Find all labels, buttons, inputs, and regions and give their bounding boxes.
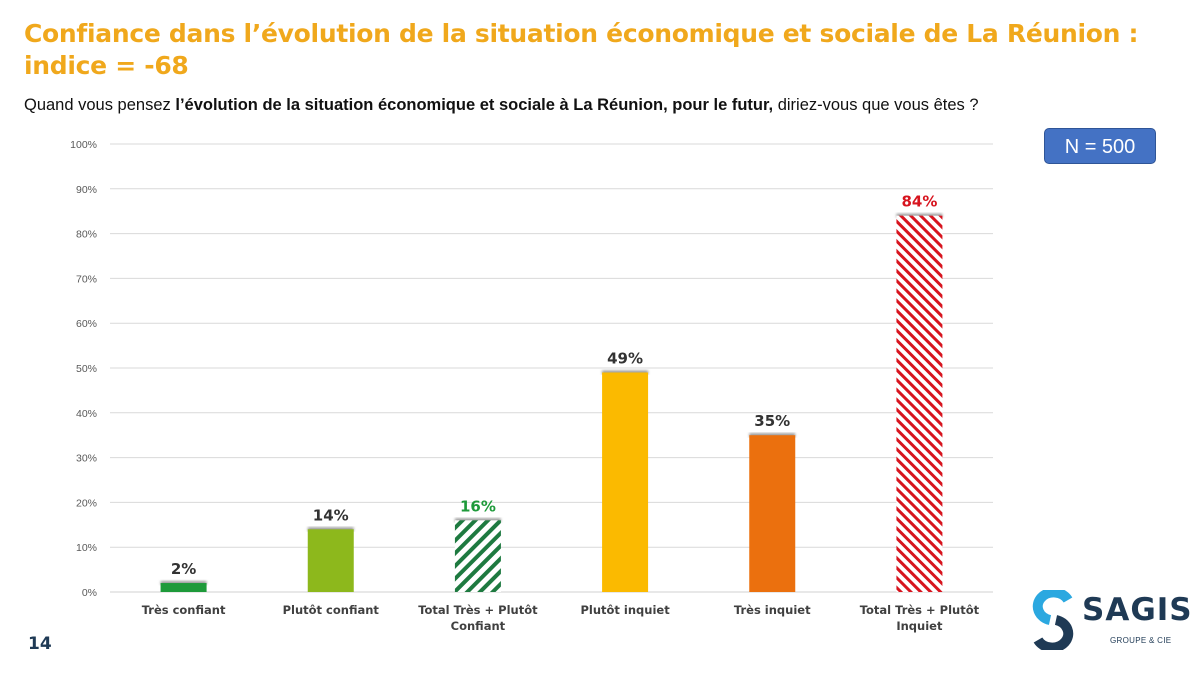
x-category-label: Très confiant <box>142 603 226 617</box>
x-category-label: Plutôt confiant <box>283 603 380 617</box>
y-tick-label: 10% <box>76 542 97 554</box>
bar <box>602 372 649 592</box>
bar <box>307 529 354 592</box>
bar <box>749 435 796 592</box>
y-tick-label: 80% <box>76 229 97 241</box>
data-label: 16% <box>460 497 496 515</box>
x-category-line: Inquiet <box>896 619 943 633</box>
logo-name: SAGIS <box>1082 592 1193 628</box>
x-category-line: Plutôt inquiet <box>580 603 670 617</box>
question-start: Quand vous pensez <box>24 96 176 114</box>
data-label: 84% <box>901 193 937 211</box>
x-axis-categories: Très confiant Plutôt confiant Total Très +… <box>142 603 980 633</box>
x-category-line: Confiant <box>451 619 506 633</box>
data-label: 49% <box>607 349 643 367</box>
bar <box>160 583 207 592</box>
y-tick-label: 50% <box>76 363 97 375</box>
y-tick-label: 40% <box>76 408 97 420</box>
logo-subtitle: GROUPE & CIE <box>1110 636 1172 645</box>
x-category-line: Plutôt confiant <box>283 603 380 617</box>
page-number: 14 <box>28 634 52 654</box>
x-category-label: Total Très + Plutôt Confiant <box>418 603 538 633</box>
y-tick-label: 100% <box>70 139 97 151</box>
sagis-logo: SAGIS GROUPE & CIE <box>1028 590 1192 650</box>
data-label: 14% <box>313 506 349 524</box>
question-bold: l’évolution de la situation économique e… <box>175 96 774 114</box>
gridlines <box>110 143 993 593</box>
y-tick-label: 90% <box>76 184 97 196</box>
survey-question: Quand vous pensez l’évolution de la situ… <box>24 96 979 115</box>
question-end: diriez-vous que vous êtes ? <box>773 96 979 114</box>
y-tick-label: 70% <box>76 273 97 285</box>
data-labels: 2% 14% 16% 49% 35% 84% <box>171 193 938 578</box>
x-category-line: Total Très + Plutôt <box>860 603 980 617</box>
y-axis-ticks: 0% 10% 20% 30% 40% 50% 60% 70% 80% 90% 100% <box>70 139 97 599</box>
y-tick-label: 30% <box>76 453 97 465</box>
y-tick-label: 0% <box>82 587 97 599</box>
y-tick-label: 60% <box>76 318 97 330</box>
x-category-label: Plutôt inquiet <box>580 603 670 617</box>
page-title: Confiance dans l’évolution de la situati… <box>24 19 1139 80</box>
data-label: 35% <box>754 412 790 430</box>
bars <box>160 213 943 592</box>
x-category-line: Très confiant <box>142 603 226 617</box>
data-label: 2% <box>171 560 196 578</box>
sagis-s-icon <box>1032 590 1074 650</box>
x-category-label: Total Très + Plutôt Inquiet <box>860 603 980 633</box>
x-category-line: Total Très + Plutôt <box>418 603 538 617</box>
x-category-line: Très inquiet <box>734 603 811 617</box>
bar <box>454 520 501 592</box>
y-tick-label: 20% <box>76 497 97 509</box>
x-category-label: Très inquiet <box>734 603 811 617</box>
bar <box>896 215 943 592</box>
sample-size-badge: N = 500 <box>1044 128 1156 164</box>
